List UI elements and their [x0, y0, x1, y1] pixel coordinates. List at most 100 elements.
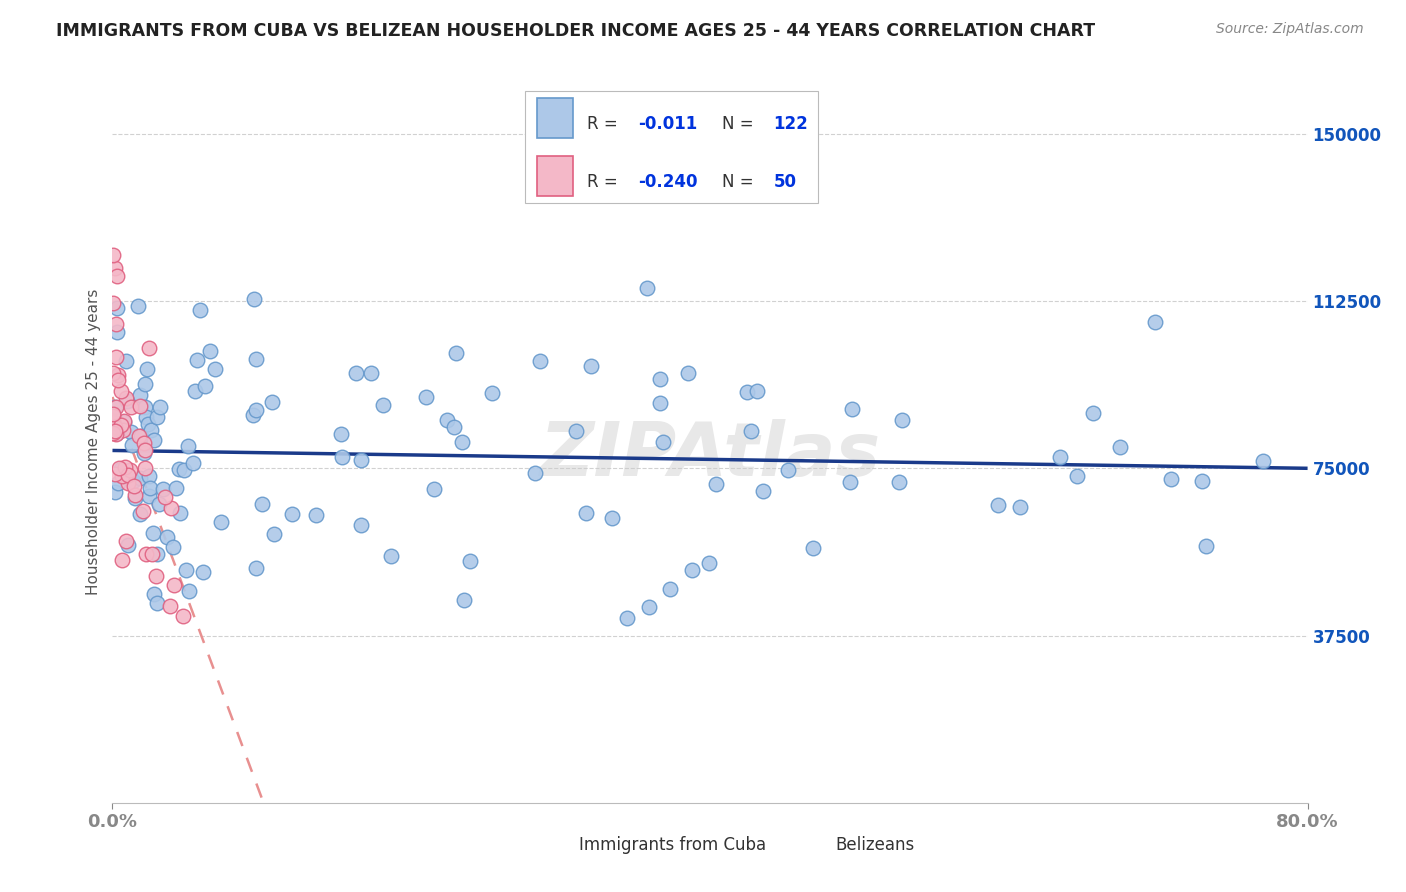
Point: [110, 462, 132, 476]
Point: [1194, 539, 1216, 553]
Point: [134, 436, 156, 450]
Point: [887, 475, 910, 489]
Point: [1108, 440, 1130, 454]
Point: [481, 386, 503, 401]
Point: [117, 476, 139, 491]
Point: [141, 423, 163, 437]
Point: [110, 384, 132, 399]
Text: Immigrants from Cuba: Immigrants from Cuba: [579, 836, 766, 854]
Point: [245, 403, 267, 417]
Point: [575, 506, 598, 520]
Point: [143, 433, 166, 447]
Point: [305, 508, 328, 522]
Point: [124, 491, 146, 506]
Point: [108, 461, 131, 475]
Point: [107, 368, 129, 382]
Point: [156, 530, 179, 544]
Point: [177, 439, 200, 453]
Point: [186, 352, 208, 367]
Point: [740, 425, 762, 439]
Point: [121, 474, 143, 488]
Point: [704, 477, 727, 491]
Point: [104, 318, 127, 332]
Point: [110, 417, 132, 432]
Y-axis label: Householder Income Ages 25 - 44 years: Householder Income Ages 25 - 44 years: [86, 288, 101, 595]
Point: [166, 481, 188, 495]
Point: [120, 425, 142, 439]
Point: [163, 578, 186, 592]
Text: IMMIGRANTS FROM CUBA VS BELIZEAN HOUSEHOLDER INCOME AGES 25 - 44 YEARS CORRELATI: IMMIGRANTS FROM CUBA VS BELIZEAN HOUSEHO…: [56, 22, 1095, 40]
Point: [103, 407, 125, 421]
Point: [1008, 500, 1031, 515]
Point: [105, 401, 128, 415]
Point: [176, 563, 198, 577]
Text: Belizeans: Belizeans: [835, 836, 915, 854]
Point: [145, 569, 167, 583]
Point: [752, 484, 775, 499]
Point: [107, 475, 129, 490]
Point: [134, 443, 156, 458]
Point: [104, 261, 127, 276]
Point: [103, 415, 125, 429]
Point: [115, 354, 138, 368]
Point: [124, 488, 146, 502]
Point: [697, 556, 720, 570]
Point: [344, 366, 367, 380]
Point: [737, 385, 759, 400]
Point: [564, 424, 586, 438]
Point: [111, 553, 134, 567]
Point: [529, 354, 551, 368]
Point: [129, 388, 152, 402]
Point: [103, 248, 125, 262]
Point: [651, 435, 673, 450]
Point: [104, 419, 127, 434]
Point: [148, 497, 170, 511]
Point: [350, 518, 373, 533]
Point: [103, 415, 125, 429]
Point: [838, 475, 860, 490]
Point: [122, 479, 145, 493]
Point: [659, 582, 682, 597]
Point: [129, 429, 152, 443]
Point: [453, 593, 475, 607]
Point: [242, 408, 264, 422]
Point: [648, 396, 671, 410]
Point: [636, 281, 658, 295]
Point: [1049, 450, 1071, 464]
Point: [145, 596, 167, 610]
Point: [209, 515, 232, 529]
Point: [115, 533, 138, 548]
Point: [443, 420, 465, 434]
Point: [676, 366, 699, 380]
Point: [198, 343, 221, 358]
Point: [112, 413, 135, 427]
Point: [103, 426, 125, 441]
Point: [650, 372, 672, 386]
Point: [115, 393, 138, 408]
Point: [104, 484, 127, 499]
Point: [1066, 469, 1088, 483]
Point: [159, 599, 181, 614]
Point: [136, 362, 159, 376]
Point: [179, 584, 201, 599]
Point: [105, 426, 128, 441]
Point: [191, 566, 214, 580]
Point: [579, 359, 602, 374]
Point: [114, 459, 136, 474]
Point: [169, 506, 191, 520]
Point: [245, 561, 267, 575]
Point: [105, 301, 128, 315]
Point: [146, 409, 169, 424]
Point: [134, 401, 156, 415]
Point: [681, 563, 703, 577]
Text: -0.011: -0.011: [638, 115, 697, 133]
Point: [987, 498, 1010, 512]
Point: [138, 341, 160, 355]
FancyBboxPatch shape: [524, 91, 818, 203]
Point: [380, 549, 402, 564]
Point: [105, 325, 128, 339]
Point: [890, 412, 912, 426]
Point: [184, 384, 207, 399]
Point: [121, 437, 143, 451]
Point: [262, 394, 284, 409]
